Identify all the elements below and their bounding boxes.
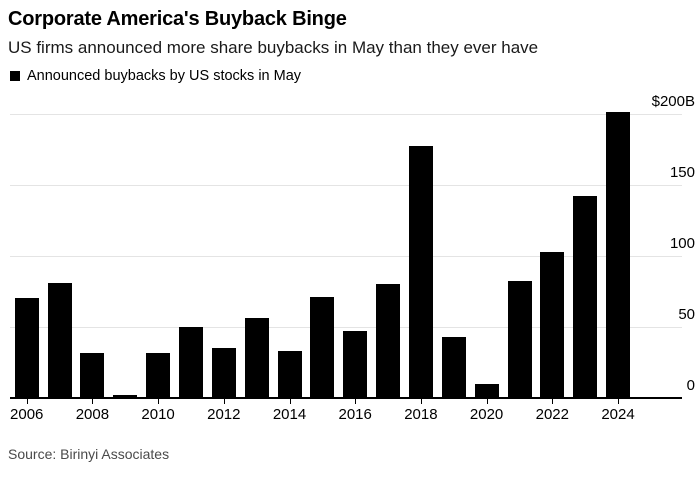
- bar-2022: [540, 251, 565, 398]
- bar-2020: [474, 383, 499, 398]
- bar-2007: [47, 282, 72, 398]
- x-axis-tick-2012: [223, 399, 225, 404]
- x-axis-tick-2014: [289, 399, 291, 404]
- gridline-50: [10, 326, 682, 328]
- x-axis-tick-label-2024: 2024: [601, 406, 635, 423]
- x-axis-tick-label-2014: 2014: [272, 406, 307, 423]
- y-axis-tick-label-100: 100: [669, 234, 695, 252]
- gridline-200: [10, 113, 682, 115]
- x-axis-tick-2006: [26, 399, 28, 404]
- x-axis-tick-label-2012: 2012: [207, 406, 241, 423]
- bar-2011: [178, 326, 203, 398]
- bar-2006: [14, 298, 39, 398]
- x-axis-tick-2010: [158, 399, 160, 404]
- bar-2013: [244, 318, 269, 398]
- y-axis-tick-label-50: 50: [678, 305, 695, 323]
- x-axis-tick-2016: [355, 399, 357, 404]
- y-axis-tick-label-0: 0: [686, 377, 695, 394]
- bar-2023: [573, 196, 598, 398]
- bar-2024: [606, 112, 630, 398]
- bar-2014: [277, 351, 302, 398]
- bar-2012: [211, 348, 236, 398]
- gridline-100: [10, 255, 682, 257]
- x-axis-tick-label-2010: 2010: [141, 406, 175, 423]
- legend-square-icon: [10, 71, 20, 81]
- bar-2021: [507, 281, 532, 398]
- source-attribution: Source: Birinyi Associates: [8, 446, 170, 462]
- x-axis-tick-label-2022: 2022: [535, 406, 569, 423]
- legend: Announced buybacks by US stocks in May: [10, 67, 301, 85]
- bar-2010: [146, 352, 171, 398]
- bar-2008: [80, 352, 105, 398]
- x-axis-tick-2020: [486, 399, 488, 404]
- x-axis-tick-label-2008: 2008: [75, 406, 110, 423]
- x-axis-tick-2018: [420, 399, 422, 404]
- bar-2018: [408, 146, 433, 398]
- x-axis-tick-2008: [92, 399, 94, 404]
- bar-2015: [310, 297, 335, 398]
- bar-2016: [343, 331, 368, 398]
- bar-2017: [376, 284, 401, 398]
- legend-label: Announced buybacks by US stocks in May: [27, 68, 302, 84]
- y-axis-tick-label-200: $200B: [651, 92, 695, 110]
- x-axis-tick-2022: [552, 399, 554, 404]
- x-axis-tick-2024: [618, 399, 619, 404]
- gridline-150: [10, 184, 682, 186]
- x-axis-tick-label-2016: 2016: [338, 406, 372, 423]
- page-subtitle: US firms announced more share buybacks i…: [8, 38, 539, 57]
- x-axis-tick-label-2020: 2020: [469, 406, 504, 423]
- page-title: Corporate America's Buyback Binge: [8, 8, 347, 30]
- x-axis-tick-label-2018: 2018: [404, 406, 438, 423]
- x-axis-line: [10, 397, 682, 399]
- x-axis-tick-label-2006: 2006: [10, 406, 44, 423]
- bar-2009: [113, 395, 138, 398]
- y-axis-tick-label-150: 150: [669, 163, 695, 181]
- bar-2019: [441, 336, 466, 398]
